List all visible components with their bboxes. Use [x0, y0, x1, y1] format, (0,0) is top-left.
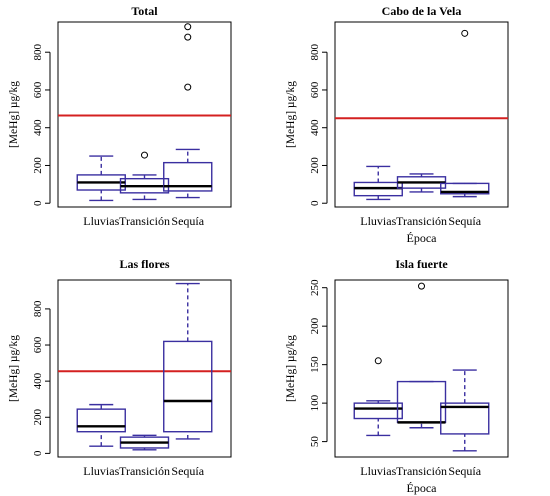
y-tick-label: 150 — [309, 356, 321, 373]
chart-title: Total — [131, 4, 158, 18]
y-tick-label: 800 — [309, 43, 321, 60]
x-tick-label: Sequía — [171, 214, 204, 228]
chart-title: Las flores — [119, 257, 169, 271]
y-tick-label: 100 — [309, 394, 321, 411]
y-axis-label: [MeHg] µg/kg — [8, 335, 20, 402]
outlier-point — [184, 83, 192, 91]
y-tick-label: 200 — [32, 157, 44, 174]
box-lluvias — [76, 155, 126, 202]
box-iqr — [163, 161, 213, 192]
box-sequia — [440, 29, 490, 198]
y-tick-label: 400 — [32, 372, 44, 389]
box-transicion — [119, 434, 170, 451]
x-tick-label: Lluvias — [83, 214, 119, 228]
outlier-point — [184, 33, 192, 41]
box-sequia — [440, 369, 490, 452]
box-lluvias — [353, 165, 403, 201]
panel-las-flores: Las flores 0 200 400 600 800 [MeHg] µg/kg Lluvi… — [8, 257, 232, 478]
y-tick-label: 800 — [32, 43, 44, 60]
x-axis-label: Época — [407, 231, 438, 245]
plot-frame — [57, 279, 232, 458]
panel-total: Total 0 200 400 600 800 [MeHg] µg/kg Lluvias Tra… — [8, 4, 232, 228]
y-tick-label: 600 — [309, 81, 321, 98]
y-tick-label: 0 — [32, 450, 44, 456]
y-tick-label: 600 — [32, 336, 44, 353]
box-iqr — [163, 340, 213, 433]
box-transicion — [396, 173, 447, 193]
y-axis-label: [MeHg] µg/kg — [285, 335, 297, 402]
y-tick-label: 250 — [309, 279, 321, 296]
y-tick-label: 0 — [32, 200, 44, 206]
y-tick-label: 400 — [309, 119, 321, 136]
box-lluvias — [353, 357, 403, 437]
y-tick-label: 200 — [32, 409, 44, 426]
x-tick-label: Lluvias — [360, 464, 396, 478]
box-transicion — [396, 282, 447, 429]
chart-title: Isla fuerte — [395, 257, 448, 271]
x-tick-label: Transición — [396, 464, 447, 478]
y-tick-label: 200 — [309, 157, 321, 174]
y-axis-label: [MeHg] µg/kg — [8, 81, 20, 148]
outlier-point — [374, 357, 382, 365]
outlier-point — [461, 29, 469, 37]
plot-frame — [334, 279, 509, 458]
x-tick-label: Transición — [119, 214, 170, 228]
box-iqr — [76, 408, 126, 433]
box-lluvias — [76, 403, 126, 447]
x-tick-label: Lluvias — [360, 214, 396, 228]
panel-cabo-de-la-vela: Cabo de la Vela 0 200 400 600 800 [MeHg] µg/kg… — [285, 4, 509, 245]
box-sequia — [163, 23, 213, 199]
panel-isla-fuerte: Isla fuerte 50 100 150 200 250 [MeHg] µg/kg Llu… — [285, 257, 509, 495]
box-iqr — [440, 182, 490, 195]
y-tick-label: 200 — [309, 317, 321, 334]
box-iqr — [396, 380, 447, 424]
y-axis-label: [MeHg] µg/kg — [285, 81, 297, 148]
y-tick-label: 800 — [32, 300, 44, 317]
x-tick-label: Sequía — [171, 464, 204, 478]
x-axis-label: Época — [407, 481, 438, 495]
chart-title: Cabo de la Vela — [382, 4, 462, 18]
y-tick-label: 400 — [32, 119, 44, 136]
x-tick-label: Sequía — [448, 464, 481, 478]
outlier-point — [141, 151, 148, 159]
plot-frame — [334, 21, 509, 208]
outlier-point — [418, 282, 425, 290]
box-iqr — [353, 402, 403, 420]
x-tick-label: Lluvias — [83, 464, 119, 478]
box-sequia — [163, 282, 213, 440]
y-tick-label: 0 — [309, 200, 321, 206]
x-tick-label: Transición — [119, 464, 170, 478]
x-tick-label: Sequía — [448, 214, 481, 228]
y-tick-label: 600 — [32, 81, 44, 98]
outlier-point — [184, 23, 192, 31]
box-transicion — [119, 151, 170, 201]
x-tick-label: Transición — [396, 214, 447, 228]
box-iqr — [440, 402, 490, 435]
y-tick-label: 50 — [309, 436, 321, 448]
